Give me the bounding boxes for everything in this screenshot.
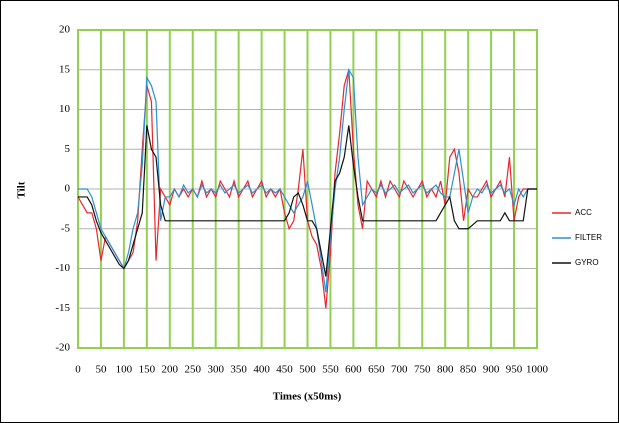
x-tick-label: 600 (345, 364, 362, 376)
x-tick-label: 900 (483, 364, 500, 376)
legend-label: FILTER (575, 233, 602, 242)
x-tick-label: 0 (75, 364, 81, 376)
x-tick-label: 950 (506, 364, 523, 376)
y-tick-label: 15 (59, 63, 71, 75)
x-tick-label: 300 (207, 364, 224, 376)
x-tick-label: 250 (185, 364, 202, 376)
series-line (78, 67, 537, 293)
x-tick-label: 650 (368, 364, 385, 376)
legend-label: ACC (575, 208, 592, 217)
x-axis-title: Times (x50ms) (273, 391, 342, 403)
x-tick-label: 200 (162, 364, 179, 376)
x-tick-label: 700 (391, 364, 408, 376)
y-tick-label: -15 (55, 302, 70, 314)
y-tick-label: 5 (65, 143, 71, 155)
x-tick-label: 50 (95, 364, 107, 376)
y-tick-label: -5 (61, 222, 71, 234)
y-tick-label: -10 (55, 262, 70, 274)
y-axis-title: Tilt (16, 181, 28, 198)
y-tick-label: -20 (55, 342, 70, 354)
x-tick-label: 350 (230, 364, 247, 376)
y-tick-label: 20 (59, 24, 71, 36)
x-tick-label: 100 (116, 364, 133, 376)
x-tick-label: 800 (437, 364, 454, 376)
x-tick-label: 450 (276, 364, 293, 376)
series-line (78, 125, 537, 277)
x-tick-label: 750 (414, 364, 431, 376)
x-tick-label: 1000 (526, 364, 549, 376)
legend-label: GYRO (575, 258, 599, 267)
x-tick-label: 400 (253, 364, 270, 376)
y-tick-label: 0 (65, 183, 71, 195)
x-tick-label: 500 (299, 364, 316, 376)
x-tick-label: 850 (460, 364, 477, 376)
y-tick-label: 10 (59, 103, 71, 115)
x-tick-label: 550 (322, 364, 339, 376)
x-tick-label: 150 (139, 364, 156, 376)
